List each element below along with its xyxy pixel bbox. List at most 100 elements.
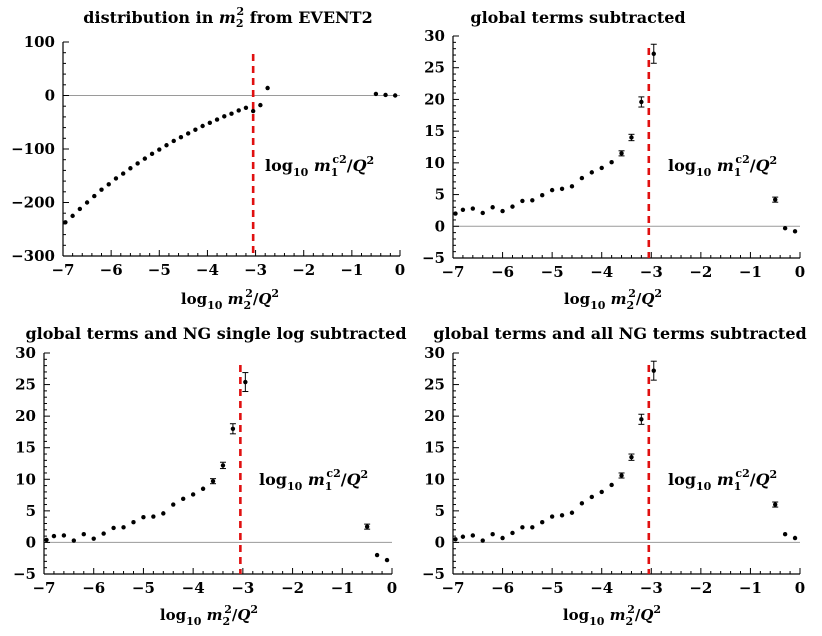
- x-tick-label: −1: [340, 261, 363, 279]
- data-point: [164, 143, 169, 148]
- data-point: [589, 494, 594, 500]
- x-tick-label: −7: [32, 579, 55, 597]
- data-point: [651, 51, 656, 56]
- x-tick-label: −3: [640, 579, 663, 597]
- x-axis-label: log10 m22/Q2: [564, 287, 662, 312]
- y-tick-label: 0: [435, 533, 445, 551]
- data-point: [470, 533, 476, 538]
- data-point: [120, 171, 126, 176]
- data-point: [128, 166, 133, 171]
- y-tick-label: 25: [15, 376, 36, 394]
- y-tick-label: 30: [424, 344, 445, 362]
- data-point: [490, 205, 495, 210]
- x-tick-label: −2: [281, 579, 304, 597]
- data-point: [91, 536, 96, 541]
- x-tick-label: −1: [739, 579, 762, 597]
- data-point: [579, 501, 585, 506]
- x-tick-label: −6: [491, 579, 514, 597]
- data-point: [77, 206, 83, 212]
- y-tick-label: 15: [424, 439, 445, 457]
- data-point: [135, 161, 140, 166]
- y-tick-label: 0: [26, 533, 36, 551]
- y-tick-label: 10: [15, 470, 36, 488]
- data-point: [63, 220, 68, 225]
- y-tick-label: 20: [424, 407, 445, 425]
- x-axis-label: log10 m22/Q2: [181, 287, 279, 312]
- data-point: [639, 99, 644, 105]
- x-tick-label: −6: [100, 261, 123, 279]
- data-point: [265, 85, 270, 91]
- data-point: [84, 200, 90, 205]
- y-tick-label: 5: [26, 502, 36, 520]
- x-tick-label: 0: [795, 579, 805, 597]
- data-point: [207, 120, 213, 125]
- data-point: [773, 197, 778, 202]
- x-tick-label: −7: [441, 263, 464, 281]
- data-point: [782, 532, 788, 537]
- data-point: [200, 123, 205, 129]
- data-point: [453, 211, 458, 216]
- data-point: [178, 135, 184, 140]
- y-tick-label: 30: [15, 344, 36, 362]
- x-tick-label: −2: [689, 579, 712, 597]
- data-point: [364, 524, 370, 529]
- data-point: [200, 486, 206, 491]
- data-point: [520, 198, 525, 204]
- data-point: [773, 502, 778, 507]
- data-point: [480, 538, 485, 543]
- data-point: [609, 160, 614, 165]
- data-point: [190, 492, 196, 497]
- x-tick-label: −7: [441, 579, 464, 597]
- x-tick-label: −1: [331, 579, 354, 597]
- data-point: [453, 537, 458, 542]
- y-tick-label: 100: [24, 33, 55, 51]
- data-point: [530, 198, 535, 203]
- data-point: [599, 165, 604, 171]
- data-point: [181, 496, 186, 502]
- x-tick-label: −5: [132, 579, 155, 597]
- data-point: [500, 535, 505, 541]
- data-point: [51, 533, 57, 539]
- y-tick-label: 25: [424, 376, 445, 394]
- data-point: [510, 530, 515, 536]
- data-point: [70, 213, 75, 219]
- x-tick-label: −4: [182, 579, 205, 597]
- chart-title: global terms and NG single log subtracte…: [25, 324, 406, 343]
- panel-4: global terms and all NG terms subtracted…: [422, 324, 807, 628]
- y-tick-label: 20: [424, 90, 445, 108]
- data-point: [222, 114, 227, 119]
- y-tick-label: 30: [424, 27, 445, 45]
- x-tick-label: −2: [689, 263, 712, 281]
- data-point: [157, 147, 162, 152]
- data-point: [106, 182, 111, 187]
- data-point: [141, 514, 146, 520]
- data-point: [121, 525, 126, 530]
- data-point: [460, 534, 466, 539]
- data-point: [131, 520, 136, 525]
- data-point: [651, 368, 656, 373]
- y-tick-label: −200: [11, 194, 55, 212]
- x-tick-label: −4: [590, 579, 613, 597]
- data-point: [111, 525, 116, 531]
- data-point: [99, 187, 104, 192]
- data-point: [500, 208, 505, 214]
- y-tick-label: 10: [424, 154, 445, 172]
- y-tick-label: 15: [15, 439, 36, 457]
- y-tick-label: −5: [422, 249, 445, 267]
- y-tick-label: −300: [11, 247, 55, 265]
- data-point: [540, 520, 545, 525]
- y-tick-label: 10: [424, 470, 445, 488]
- data-point: [792, 535, 798, 541]
- x-axis-label: log10 m22/Q2: [160, 603, 258, 628]
- y-tick-label: 15: [424, 122, 445, 140]
- data-point: [230, 426, 236, 431]
- y-tick-label: 5: [435, 186, 445, 204]
- data-point: [589, 170, 594, 175]
- x-tick-label: −7: [51, 261, 74, 279]
- data-point: [71, 538, 77, 543]
- data-point: [569, 510, 575, 515]
- y-tick-label: −5: [422, 565, 445, 583]
- data-point: [149, 151, 155, 157]
- data-point: [569, 184, 575, 189]
